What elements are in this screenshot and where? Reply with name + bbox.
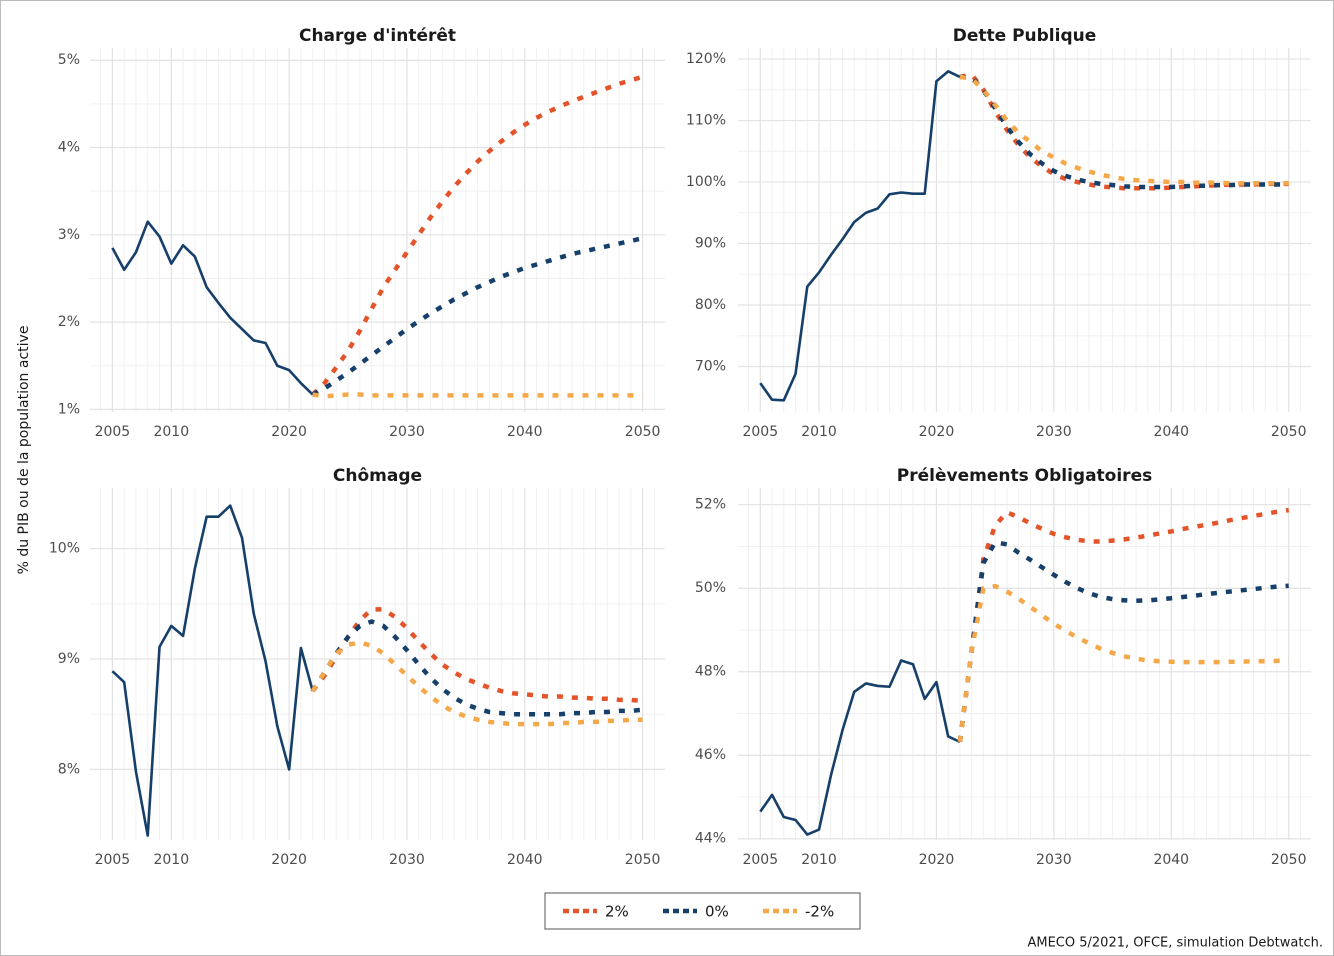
y-axis-label: % du PIB ou de la population active xyxy=(16,326,32,575)
x-tick-label: 2030 xyxy=(389,424,425,440)
x-tick-label: 2020 xyxy=(919,852,955,868)
y-tick-label: 3% xyxy=(58,227,80,243)
x-tick-label: 2040 xyxy=(1153,852,1189,868)
x-tick-label: 2020 xyxy=(919,424,955,440)
x-tick-label: 2020 xyxy=(271,852,307,868)
x-tick-label: 2030 xyxy=(1036,852,1072,868)
series-line xyxy=(310,640,643,727)
y-tick-label: 50% xyxy=(695,580,726,596)
x-tick-label: 2040 xyxy=(1153,424,1189,440)
x-tick-label: 2030 xyxy=(1036,424,1072,440)
x-tick-label: 2040 xyxy=(507,424,543,440)
series-line xyxy=(310,607,643,704)
series-line xyxy=(957,507,1290,743)
y-tick-label: 1% xyxy=(58,401,80,417)
y-tick-label: 2% xyxy=(58,314,80,330)
panel-title: Chômage xyxy=(333,466,422,486)
series-line xyxy=(759,70,961,402)
y-tick-label: 4% xyxy=(58,140,80,156)
legend-box xyxy=(544,892,861,930)
series-line xyxy=(111,220,314,396)
x-tick-label: 2010 xyxy=(801,424,837,440)
x-tick-label: 2005 xyxy=(95,852,131,868)
legend-label: 0% xyxy=(705,903,729,921)
x-tick-label: 2010 xyxy=(801,852,837,868)
y-tick-label: 44% xyxy=(695,831,726,847)
series-line xyxy=(959,74,1289,190)
x-tick-label: 2020 xyxy=(271,424,307,440)
y-tick-label: 5% xyxy=(58,52,80,68)
y-tick-label: 9% xyxy=(58,651,80,667)
y-tick-label: 52% xyxy=(695,497,726,513)
series-line xyxy=(957,539,1289,743)
x-tick-label: 2010 xyxy=(153,852,189,868)
y-tick-label: 48% xyxy=(695,664,726,680)
source-note: AMECO 5/2021, OFCE, simulation Debtwatch… xyxy=(1027,936,1323,951)
x-tick-label: 2010 xyxy=(153,424,189,440)
series-line xyxy=(957,583,1289,743)
y-tick-label: 120% xyxy=(686,51,726,67)
y-tick-label: 70% xyxy=(695,359,726,375)
series-line xyxy=(312,392,643,399)
panel-title: Dette Publique xyxy=(953,26,1097,46)
series-line xyxy=(311,74,644,397)
x-tick-label: 2005 xyxy=(742,424,778,440)
x-tick-label: 2030 xyxy=(389,852,425,868)
y-tick-label: 90% xyxy=(695,236,726,252)
y-tick-label: 100% xyxy=(686,174,726,190)
panel-title: Charge d'intérêt xyxy=(299,26,456,46)
x-tick-label: 2050 xyxy=(625,852,661,868)
x-tick-label: 2005 xyxy=(95,424,131,440)
legend-label: -2% xyxy=(805,903,834,921)
y-tick-label: 8% xyxy=(58,761,80,777)
series-line xyxy=(311,236,644,397)
y-tick-label: 10% xyxy=(49,541,80,557)
x-tick-label: 2040 xyxy=(507,852,543,868)
y-tick-label: 110% xyxy=(686,113,726,129)
x-tick-label: 2050 xyxy=(1271,424,1307,440)
legend-label: 2% xyxy=(605,903,629,921)
y-tick-label: 46% xyxy=(695,747,726,763)
series-line xyxy=(959,74,1289,186)
panel-title: Prélèvements Obligatoires xyxy=(897,466,1152,486)
y-tick-label: 80% xyxy=(695,297,726,313)
x-tick-label: 2005 xyxy=(742,852,778,868)
series-line xyxy=(759,659,961,836)
x-tick-label: 2050 xyxy=(625,424,661,440)
series-line xyxy=(111,504,314,837)
x-tick-label: 2050 xyxy=(1271,852,1307,868)
